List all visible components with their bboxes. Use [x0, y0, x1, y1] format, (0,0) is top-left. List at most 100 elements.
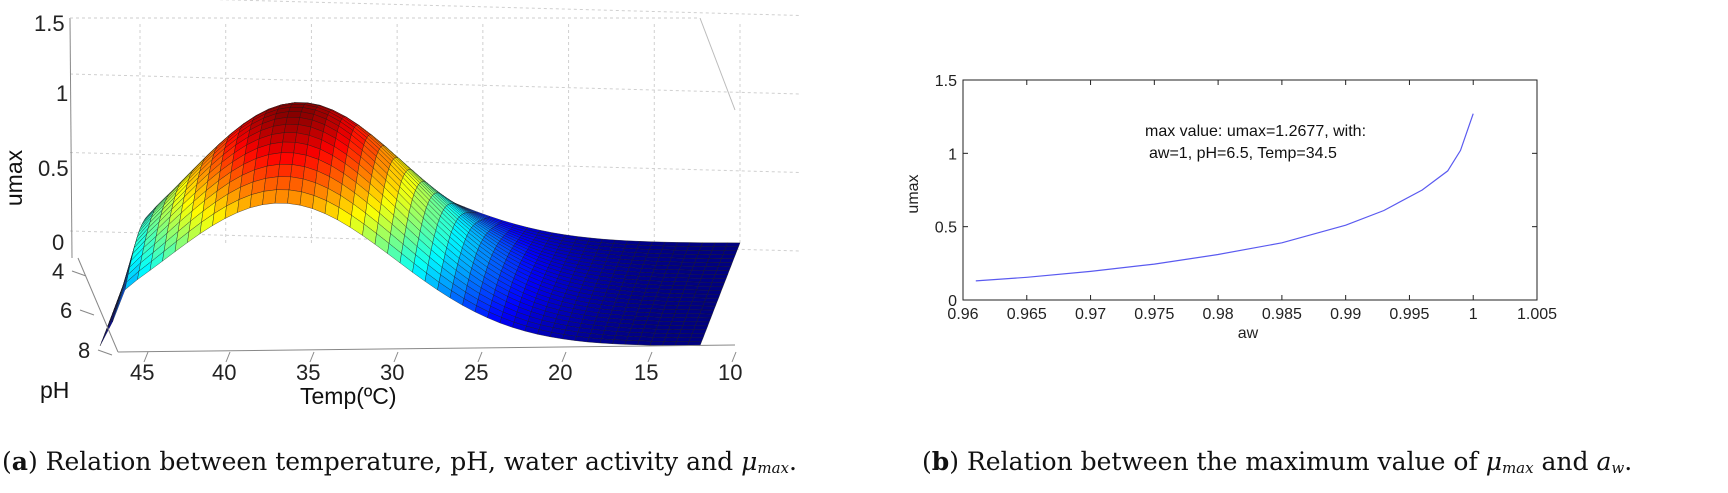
surface-patch: [664, 269, 680, 274]
grid-line-umax: [215, 0, 801, 16]
surface-patch: [288, 176, 304, 193]
surface-patch: [672, 281, 688, 286]
surface-patch: [693, 325, 708, 331]
surface-patch: [665, 333, 680, 338]
surface-patch: [693, 262, 708, 267]
surface-patch: [683, 285, 699, 291]
y-tick-label: 1.5: [935, 73, 957, 90]
surface-patch: [666, 329, 682, 334]
surface-patch: [683, 317, 699, 323]
surface-patch: [649, 245, 664, 250]
surface-patch: [673, 313, 688, 318]
surface-patch: [686, 246, 702, 251]
surface-patch: [647, 249, 663, 254]
surface-patch: [682, 258, 697, 263]
surface-patch: [694, 289, 710, 295]
surface-patch: [669, 321, 685, 326]
surface-patch: [613, 335, 629, 341]
surface-patch: [680, 261, 696, 267]
surface-patch: [671, 285, 686, 290]
surface-patch: [291, 152, 307, 167]
surface-patch: [688, 305, 704, 311]
temp-tick: [477, 351, 483, 363]
surface-patch: [682, 289, 697, 295]
surface-patch: [649, 308, 665, 314]
surface-patch: [702, 270, 717, 275]
surface-patch: [262, 189, 277, 205]
surface-patch: [685, 250, 700, 255]
surface-patch: [699, 246, 714, 251]
surface-patch: [690, 301, 705, 307]
surface-patch: [641, 328, 657, 334]
surface-patch: [676, 305, 691, 310]
x-tick-label: 0.975: [1134, 306, 1174, 323]
surface-patch: [630, 323, 646, 329]
surface-patch: [724, 246, 739, 251]
surface-plot: 0 0.5 1 1.5 umax 4 68 pH 45 40 35 30 25 20 15 10 Temp(ºC…: [1, 0, 801, 409]
temp-tick-label: 20: [548, 360, 572, 385]
ph-tick-label: 8: [78, 338, 90, 363]
surface-patch: [639, 268, 655, 274]
surface-patch: [707, 258, 722, 263]
surface-patch: [677, 269, 692, 275]
surface-patch: [274, 189, 290, 204]
surface-patch: [679, 329, 694, 334]
surface-patch: [705, 262, 721, 267]
surface-patch: [587, 337, 602, 344]
surface-patch: [669, 257, 685, 263]
surface-patch: [655, 292, 671, 298]
surface-patch: [711, 278, 727, 283]
surface-patch: [637, 307, 652, 313]
surface-patch: [644, 288, 660, 294]
surface-patch: [721, 254, 736, 259]
surface-patch: [658, 253, 674, 259]
surface-patch: [714, 270, 730, 275]
surface-patch: [660, 281, 675, 286]
surface-patch: [693, 293, 708, 299]
surface-patch: [282, 132, 297, 143]
surface-patch: [697, 250, 713, 255]
surface-patch: [678, 265, 694, 271]
surface-patch: [677, 333, 693, 338]
surface-patch: [636, 244, 652, 250]
x-tick-label: 0.98: [1203, 306, 1234, 323]
surface-patch: [689, 269, 705, 275]
temp-tick: [309, 351, 315, 363]
surface-patch: [638, 303, 654, 309]
surface-patch: [660, 313, 676, 318]
frame-edge: [699, 17, 736, 111]
series-line: [975, 113, 1474, 282]
surface-patch: [708, 286, 724, 291]
x-tick-label: 0.985: [1262, 306, 1302, 323]
surface-patch: [265, 164, 280, 179]
surface-patch: [263, 176, 279, 192]
ph-axis-label: pH: [40, 377, 69, 403]
surface-patch: [661, 245, 677, 251]
surface-patch: [662, 341, 677, 346]
z-tick-label: 0: [52, 230, 64, 255]
temp-tick-label: 25: [464, 360, 488, 385]
ph-tick: [97, 349, 113, 356]
surface-patch: [655, 324, 671, 330]
surface-patch: [696, 285, 711, 291]
surface-patch: [283, 124, 299, 133]
surface-patch: [718, 262, 733, 267]
surface-patch: [640, 332, 655, 338]
surface-patch: [287, 111, 302, 118]
x-tick-label: 1.005: [1517, 306, 1557, 323]
temp-tick: [143, 351, 149, 363]
surface-patch: [279, 152, 294, 165]
temp-tick-label: 45: [130, 360, 154, 385]
surface-patch: [646, 284, 661, 290]
surface-patch: [700, 242, 716, 247]
x-tick-label: 0.96: [947, 306, 978, 323]
temp-tick: [561, 351, 567, 363]
annotation-line-1: max value: umax=1.2677, with:: [1145, 123, 1366, 140]
surface-patch: [677, 301, 693, 306]
temp-tick-label: 35: [296, 360, 320, 385]
surface-patch: [626, 336, 641, 341]
z-tick-label: 1: [56, 81, 68, 106]
surface-patch: [699, 278, 714, 283]
x-tick-label: 0.995: [1389, 306, 1429, 323]
y-tick-label: 0: [948, 293, 957, 310]
